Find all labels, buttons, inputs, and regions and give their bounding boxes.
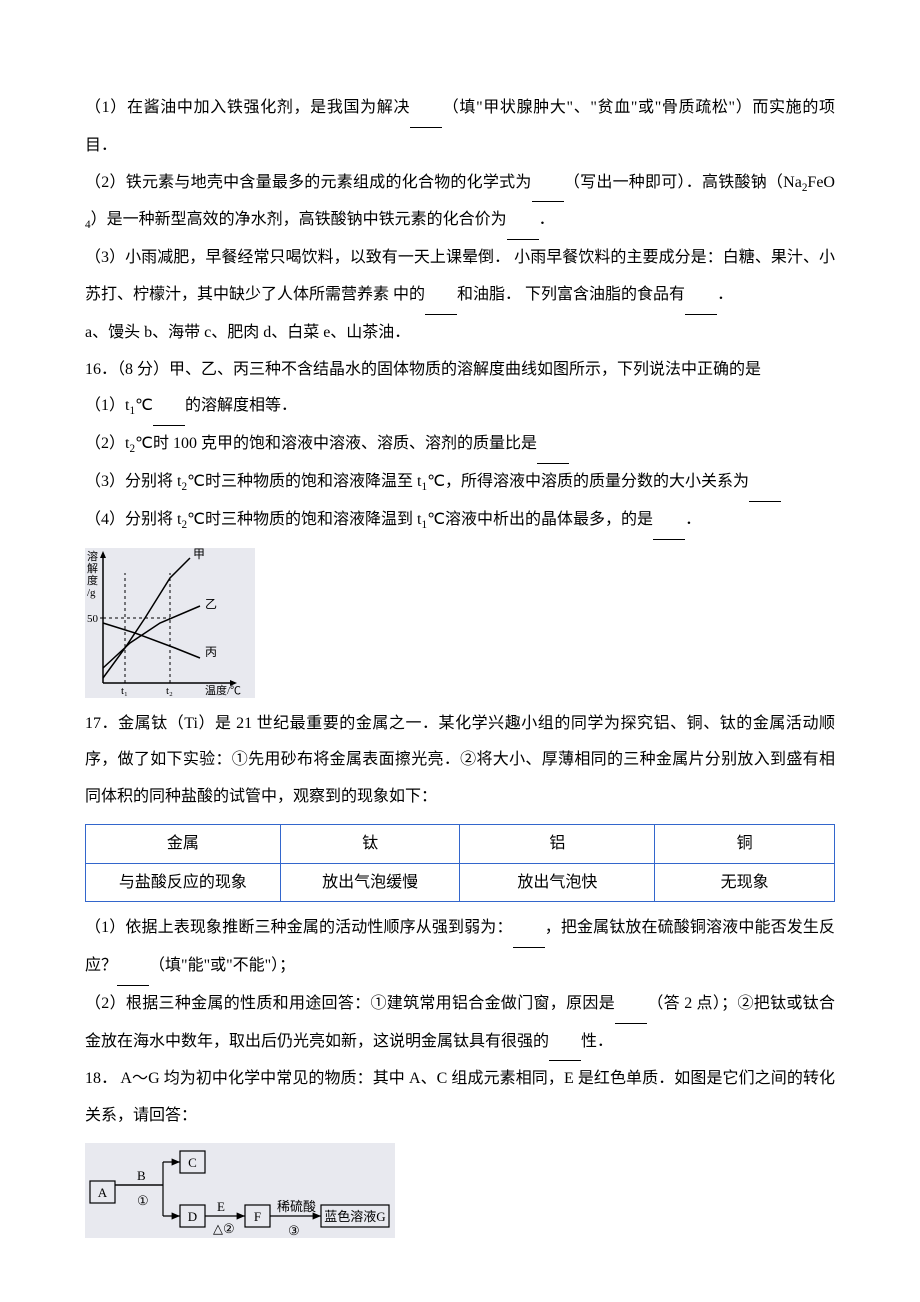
q16-stem: 16．（8 分）甲、乙、丙三种不含结晶水的固体物质的溶解度曲线如图所示，下列说法… <box>85 352 835 389</box>
svg-text:C: C <box>188 1155 197 1170</box>
svg-text:稀硫酸: 稀硫酸 <box>277 1199 316 1214</box>
svg-text:溶: 溶 <box>87 549 98 563</box>
svg-text:50: 50 <box>87 613 99 625</box>
svg-text:温度/℃: 温度/℃ <box>205 683 241 697</box>
svg-text:解: 解 <box>87 561 98 575</box>
svg-text:A: A <box>98 1185 108 1200</box>
blank <box>549 1024 581 1062</box>
blank <box>410 90 442 128</box>
blank <box>685 277 717 315</box>
svg-text:△②: △② <box>213 1221 235 1236</box>
blank <box>537 426 569 464</box>
svg-text:度: 度 <box>87 573 98 587</box>
q17-part1: （1）依据上表现象推断三种金属的活动性顺序从强到弱为： ，把金属钛放在硫酸铜溶液… <box>85 910 835 986</box>
q15-part2: （2）铁元素与地壳中含量最多的元素组成的化合物的化学式为 （写出一种即可）．高铁… <box>85 165 835 241</box>
blank <box>532 165 564 203</box>
q18-stem: 18． A～G 均为初中化学中常见的物质：其中 A、C 组成元素相同，E 是红色… <box>85 1061 835 1135</box>
q18-flowchart: A B ① C D E △② F 稀硫酸 ③ 蓝色溶液G <box>85 1143 835 1238</box>
svg-text:t₂: t₂ <box>166 685 173 697</box>
blank <box>513 910 545 948</box>
q17-stem: 17．金属钛（Ti）是 21 世纪最重要的金属之一．某化学兴趣小组的同学为探究铝… <box>85 706 835 816</box>
q15-part1: （1）在酱油中加入铁强化剂，是我国为解决 （填"甲状腺肿大"、"贫血"或"骨质疏… <box>85 90 835 165</box>
svg-text:t₁: t₁ <box>121 685 128 697</box>
q16-part2: （2）t2℃时 100 克甲的饱和溶液中溶液、溶质、溶剂的质量比是 <box>85 426 835 464</box>
svg-text:乙: 乙 <box>205 597 217 611</box>
blank <box>153 388 185 426</box>
q17-part2: （2）根据三种金属的性质和用途回答：①建筑常用铝合金做门窗，原因是 （答 2 点… <box>85 986 835 1062</box>
q15-options: a、馒头 b、海带 c、肥肉 d、白菜 e、山茶油． <box>85 315 835 352</box>
svg-text:丙: 丙 <box>205 645 217 659</box>
q16-part4: （4）分别将 t2℃时三种物质的饱和溶液降温到 t1℃溶液中析出的晶体最多，的是… <box>85 502 835 540</box>
svg-text:①: ① <box>137 1193 149 1208</box>
blank <box>749 464 781 502</box>
svg-text:蓝色溶液G: 蓝色溶液G <box>324 1209 385 1224</box>
blank <box>615 986 647 1024</box>
blank <box>507 202 539 240</box>
q16-part1: （1）t1℃ 的溶解度相等． <box>85 388 835 426</box>
blank <box>117 948 149 986</box>
blank <box>425 277 457 315</box>
svg-text:/g: /g <box>87 587 96 599</box>
q16-part3: （3）分别将 t2℃时三种物质的饱和溶液降温至 t1℃，所得溶液中溶质的质量分数… <box>85 464 835 502</box>
svg-text:F: F <box>254 1209 261 1224</box>
solubility-chart: 溶解度/g 50 t₁ t₂ 温度/℃ 甲乙丙 <box>85 548 835 698</box>
svg-text:甲: 甲 <box>193 548 205 561</box>
blank <box>653 502 685 540</box>
q15-part3: （3）小雨减肥，早餐经常只喝饮料，以致有一天上课晕倒． 小雨早餐饮料的主要成分是… <box>85 240 835 315</box>
svg-text:③: ③ <box>288 1223 300 1238</box>
svg-text:B: B <box>137 1168 146 1183</box>
q17-table: 金属钛铝铜与盐酸反应的现象放出气泡缓慢放出气泡快无现象 <box>85 824 835 902</box>
svg-text:E: E <box>217 1199 225 1214</box>
svg-text:D: D <box>188 1209 197 1224</box>
